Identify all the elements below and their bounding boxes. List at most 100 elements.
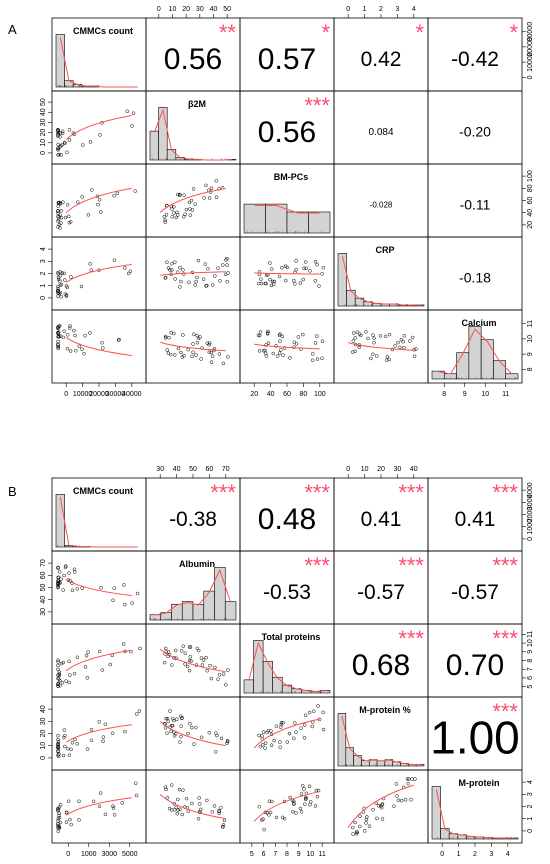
axis-tick-label: 2 — [527, 804, 534, 808]
scatter-point — [384, 358, 389, 362]
scatter-point — [57, 673, 62, 678]
scatter-point — [210, 354, 215, 358]
histogram-bar — [224, 601, 237, 621]
axis-tick-label: 70 — [40, 559, 47, 567]
axis-tick-label: 40 — [173, 466, 181, 473]
scatter-point — [257, 733, 261, 738]
scatter-point — [57, 805, 62, 809]
matrix-cell-b-3-0 — [51, 696, 147, 771]
scatter-point — [225, 256, 229, 261]
scatter-point — [226, 355, 230, 359]
scatter-point — [181, 268, 185, 272]
histogram-bar — [181, 601, 194, 621]
scatter-point — [195, 333, 199, 338]
axis-tick-label: 0 — [64, 391, 68, 398]
scatter-point — [184, 207, 189, 212]
scatter-point — [189, 198, 194, 203]
scatter-point — [91, 799, 96, 804]
scatter-point — [56, 345, 61, 349]
axis-tick-label: 3 — [40, 259, 47, 263]
scatter-point — [307, 710, 312, 715]
scatter-point — [304, 266, 308, 271]
scatter-point — [56, 816, 61, 821]
scatter-point — [221, 824, 225, 829]
correlation-value: -0.18 — [459, 269, 491, 285]
scatter-point — [270, 279, 275, 284]
scatter-point — [191, 350, 195, 355]
scatter-point — [67, 659, 71, 664]
scatter-point — [191, 342, 195, 346]
scatter-point — [82, 351, 86, 356]
scatter-point — [170, 663, 174, 667]
scatter-point — [178, 807, 182, 812]
axis-tick-label: 0 — [40, 151, 47, 155]
axis-tick-label: 9 — [527, 352, 534, 356]
scatter-point — [315, 794, 320, 799]
scatter-point — [97, 649, 102, 654]
scatter-point — [62, 329, 67, 333]
scatter-point — [387, 332, 392, 337]
scatter-point — [185, 664, 190, 669]
scatter-point — [98, 791, 103, 795]
matrix-cell-b-3-1 — [145, 696, 241, 771]
matrix-cell-a-4-0 — [51, 309, 147, 384]
scatter-point — [281, 353, 285, 357]
axis-tick-label: 50 — [223, 6, 231, 13]
scatter-point — [112, 586, 116, 590]
scatter-point — [56, 663, 60, 668]
scatter-point — [56, 809, 60, 813]
scatter-point — [89, 727, 94, 732]
scatter-point — [56, 658, 60, 662]
matrix-cell-b-4-2 — [239, 769, 335, 844]
scatter-point — [217, 187, 221, 191]
scatter-point — [134, 793, 139, 798]
significance-stars: *** — [398, 626, 424, 651]
scatter-point — [207, 341, 212, 345]
scatter-point — [294, 811, 298, 815]
density-line — [438, 328, 513, 375]
scatter-point — [171, 716, 175, 721]
scatter-point — [274, 724, 279, 728]
smoother-line — [65, 264, 132, 283]
scatter-point — [186, 347, 190, 352]
axis-tick-label: 11 — [527, 320, 534, 327]
scatter-point — [413, 777, 417, 781]
scatter-point — [287, 731, 292, 736]
smoother-line — [160, 271, 226, 276]
scatter-point — [308, 802, 312, 807]
histogram-bar — [166, 149, 177, 161]
scatter-point — [299, 726, 303, 730]
scatter-point — [138, 646, 142, 651]
scatter-point — [293, 282, 297, 286]
axis-tick-label: 30 — [196, 6, 204, 13]
scatter-point — [209, 360, 214, 364]
scatter-point — [261, 349, 266, 353]
scatter-point — [131, 111, 136, 115]
axis-tick-label: 0 — [527, 75, 534, 79]
scatter-point — [164, 787, 168, 792]
scatter-point — [268, 261, 272, 265]
scatter-point — [62, 573, 66, 578]
scatter-point — [100, 668, 105, 672]
variable-name-label: Calcium — [461, 318, 496, 328]
matrix-cell-b-4-1 — [145, 769, 241, 844]
scatter-point — [165, 348, 169, 352]
scatter-point — [199, 656, 204, 660]
scatter-point — [362, 829, 367, 833]
significance-stars: *** — [304, 553, 330, 578]
scatter-point — [80, 195, 84, 199]
axis-tick-label: 80 — [527, 184, 534, 192]
scatter-point — [180, 715, 184, 720]
scatter-point — [187, 645, 192, 649]
scatter-point — [265, 331, 270, 335]
smoother-line — [65, 187, 132, 214]
scatter-point — [196, 648, 201, 653]
scatter-point — [313, 259, 318, 264]
scatter-point — [73, 333, 77, 338]
scatter-point — [350, 350, 355, 354]
scatter-point — [174, 805, 178, 810]
scatter-point — [56, 754, 61, 759]
scatter-point — [60, 143, 65, 147]
axis-tick-label: 40 — [527, 209, 534, 217]
scatter-point — [213, 274, 217, 278]
